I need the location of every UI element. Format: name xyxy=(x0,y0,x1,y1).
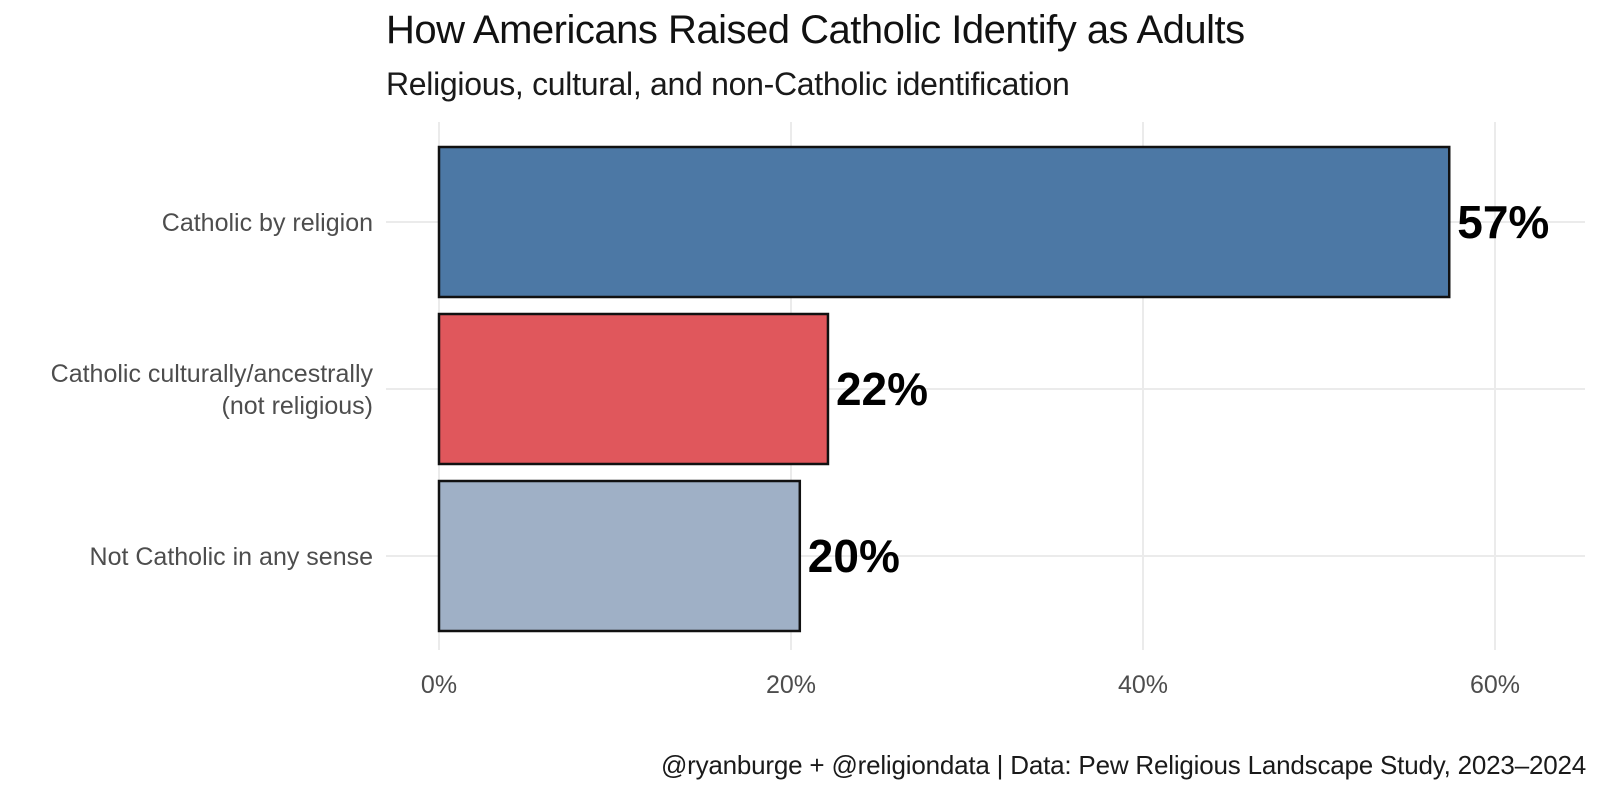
x-tick-label: 40% xyxy=(1118,671,1168,699)
bar xyxy=(437,479,802,633)
axis-layer: Catholic by religion Catholic culturally/… xyxy=(51,209,1520,699)
data-label: 20% xyxy=(808,530,900,582)
bar-layer xyxy=(437,145,1451,633)
x-tick-label: 0% xyxy=(421,671,457,699)
x-tick-label: 20% xyxy=(766,671,816,699)
bar xyxy=(437,145,1451,299)
x-tick-label: 60% xyxy=(1470,671,1520,699)
bar xyxy=(437,312,830,466)
category-label: Catholic by religion xyxy=(162,209,373,237)
category-label: Not Catholic in any sense xyxy=(90,543,373,571)
chart-caption: @ryanburge + @religiondata | Data: Pew R… xyxy=(660,750,1586,780)
label-layer: 57% 22% 20% xyxy=(808,196,1550,582)
category-label: Catholic culturally/ancestrally (not reli… xyxy=(51,360,374,420)
data-label: 22% xyxy=(836,363,928,415)
chart-title: How Americans Raised Catholic Identify a… xyxy=(386,8,1245,52)
data-label: 57% xyxy=(1457,196,1549,248)
chart-subtitle: Religious, cultural, and non-Catholic id… xyxy=(386,66,1070,102)
